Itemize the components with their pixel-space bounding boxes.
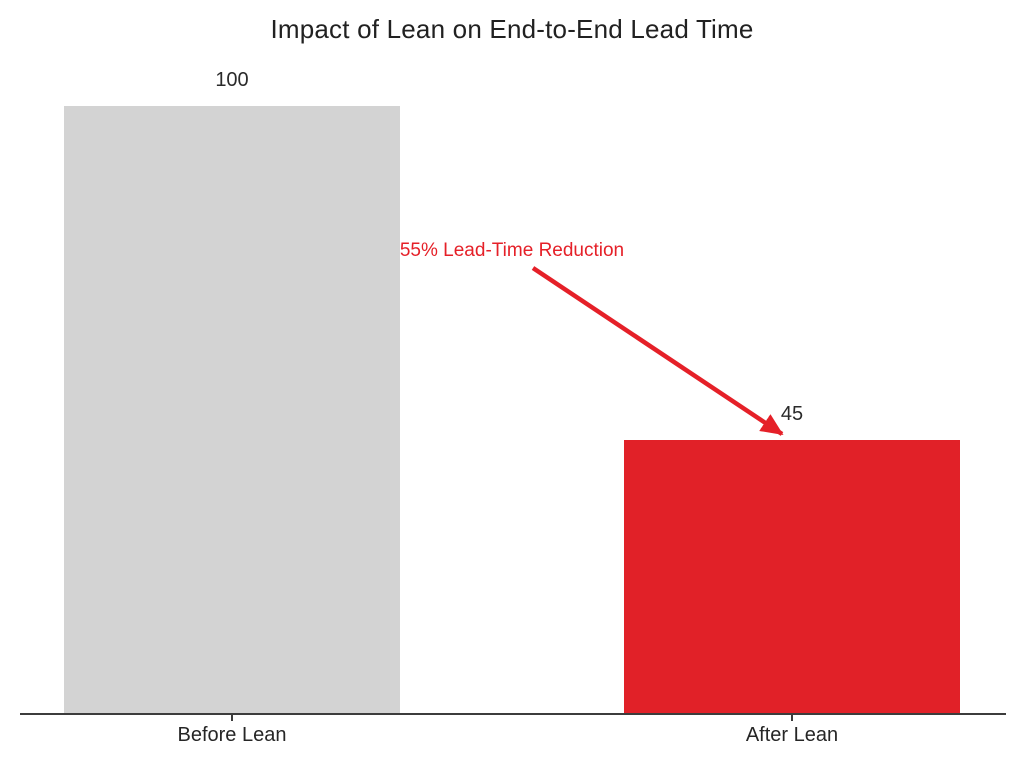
bar-before-lean (64, 106, 400, 714)
x-axis-tick-after-lean (791, 715, 793, 721)
bar-value-after-lean: 45 (780, 403, 804, 426)
category-label-after-lean: After Lean (745, 724, 839, 746)
x-axis-tick-before-lean (231, 715, 233, 721)
x-axis-line (20, 713, 1006, 715)
bar-value-before-lean: 100 (215, 69, 249, 91)
bar-after-lean (624, 440, 960, 714)
chart-title: Impact of Lean on End-to-End Lead Time (270, 14, 754, 44)
reduction-annotation: 55% Lead-Time Reduction (399, 240, 625, 261)
category-label-before-lean: Before Lean (177, 724, 287, 746)
